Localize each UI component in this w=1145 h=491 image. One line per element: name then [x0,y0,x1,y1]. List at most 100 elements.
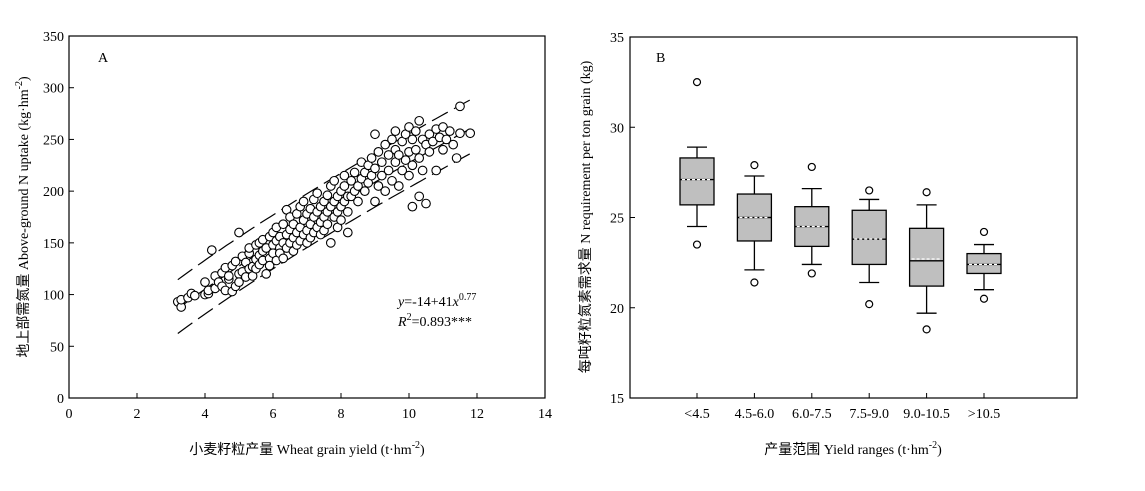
panel-a-y-axis: 0 50 100 150 200 250 300 350 [43,30,74,407]
panel-a-label: A [98,51,109,66]
data-point [329,175,340,186]
panel-a-x-title-sup: -2 [412,440,420,451]
outlier-point [692,78,702,87]
data-point [223,271,234,281]
y-tick-label: 15 [610,392,624,407]
box-group [851,186,887,309]
data-point [424,146,435,157]
data-point [455,128,465,139]
data-point [383,150,394,160]
outlier-point [865,300,874,309]
data-point [234,227,244,238]
prediction-bound-line [177,99,471,281]
panel-a-y-title-main: 地上部需氮量 Above-ground N uptake (kg·hm [16,89,32,357]
data-point [339,181,350,191]
panel-b-boxes [679,78,1002,334]
data-point [417,165,428,176]
data-point [387,134,397,145]
data-point [278,219,289,230]
outlier-point [807,269,816,278]
data-point [370,163,380,174]
panel-a-equation: y=-14+41x0.77 [396,292,476,310]
box [908,227,945,287]
panel-a-r2: R2=0.893*** [397,312,472,330]
outlier-point [807,162,816,172]
data-point [404,170,414,181]
panel-b-x-title-tail: ) [937,443,942,458]
data-point [390,126,401,137]
data-point [414,191,425,202]
data-point [376,170,387,181]
data-point [366,153,377,163]
outlier-point [979,227,989,237]
outlier-point [865,186,874,195]
data-point [312,188,323,199]
x-tick-label: 14 [538,407,552,422]
y-tick-label: 250 [43,133,64,148]
data-point [380,186,391,196]
box-group [794,162,830,278]
panel-a-x-title-main: 小麦籽粒产量 Wheat grain yield (t·hm [189,442,412,458]
data-point [438,144,448,155]
data-point [322,190,333,201]
data-point [393,150,404,160]
x-tick-label: 6 [270,407,277,422]
data-point [342,227,353,238]
panel-a-y-title-tail: ) [17,76,32,81]
x-tick-label: 4.5-6.0 [735,407,775,422]
data-point [189,290,200,301]
data-point [346,175,357,186]
data-point [397,165,408,176]
data-point [455,101,465,112]
data-point [200,277,210,288]
data-point [380,139,391,150]
data-point [373,181,384,191]
x-tick-label: >10.5 [968,407,1000,422]
y-tick-label: 50 [50,340,64,355]
y-tick-label: 35 [610,31,624,46]
panel-a-x-title-tail: ) [420,443,425,458]
data-point [376,157,387,168]
eq-exponent: 0.77 [459,292,477,303]
y-tick-label: 100 [43,289,64,304]
data-point [393,181,404,191]
y-tick-label: 150 [43,237,64,252]
data-point [414,115,425,126]
data-point [342,206,353,217]
box [679,157,715,206]
panel-a-x-axis: 0 2 4 6 8 10 12 14 [66,393,552,422]
outlier-point [979,294,989,303]
y-tick-label: 20 [610,302,624,317]
data-point [230,256,241,267]
box [966,252,1002,275]
panel-a-y-title-sup: -2 [14,81,25,89]
data-point [407,134,418,145]
eq-main: =-14+41 [404,295,452,310]
y-tick-label: 300 [43,82,64,97]
data-point [444,126,455,137]
panel-a-plot-frame [68,35,546,399]
data-point [336,215,346,225]
panel-b-y-axis: 15 20 25 30 35 [610,31,635,407]
x-tick-label: 2 [134,407,141,422]
x-tick-label: 0 [66,407,73,422]
data-point [339,170,350,181]
data-point [206,245,217,255]
x-tick-label: 10 [402,407,416,422]
data-point [349,167,360,178]
data-point [448,139,459,150]
data-point [353,196,363,207]
r2-value: =0.893*** [412,315,472,330]
data-point [370,129,380,140]
panel-b-x-title-main: 产量范围 Yield ranges (t·hm [764,441,929,458]
eq-x: x [452,295,460,310]
data-point [441,134,452,145]
data-point [261,269,272,279]
x-tick-label: 4 [202,407,209,422]
outlier-point [692,240,702,249]
data-point [264,260,275,271]
x-tick-label: 12 [470,407,484,422]
data-point [410,126,421,137]
